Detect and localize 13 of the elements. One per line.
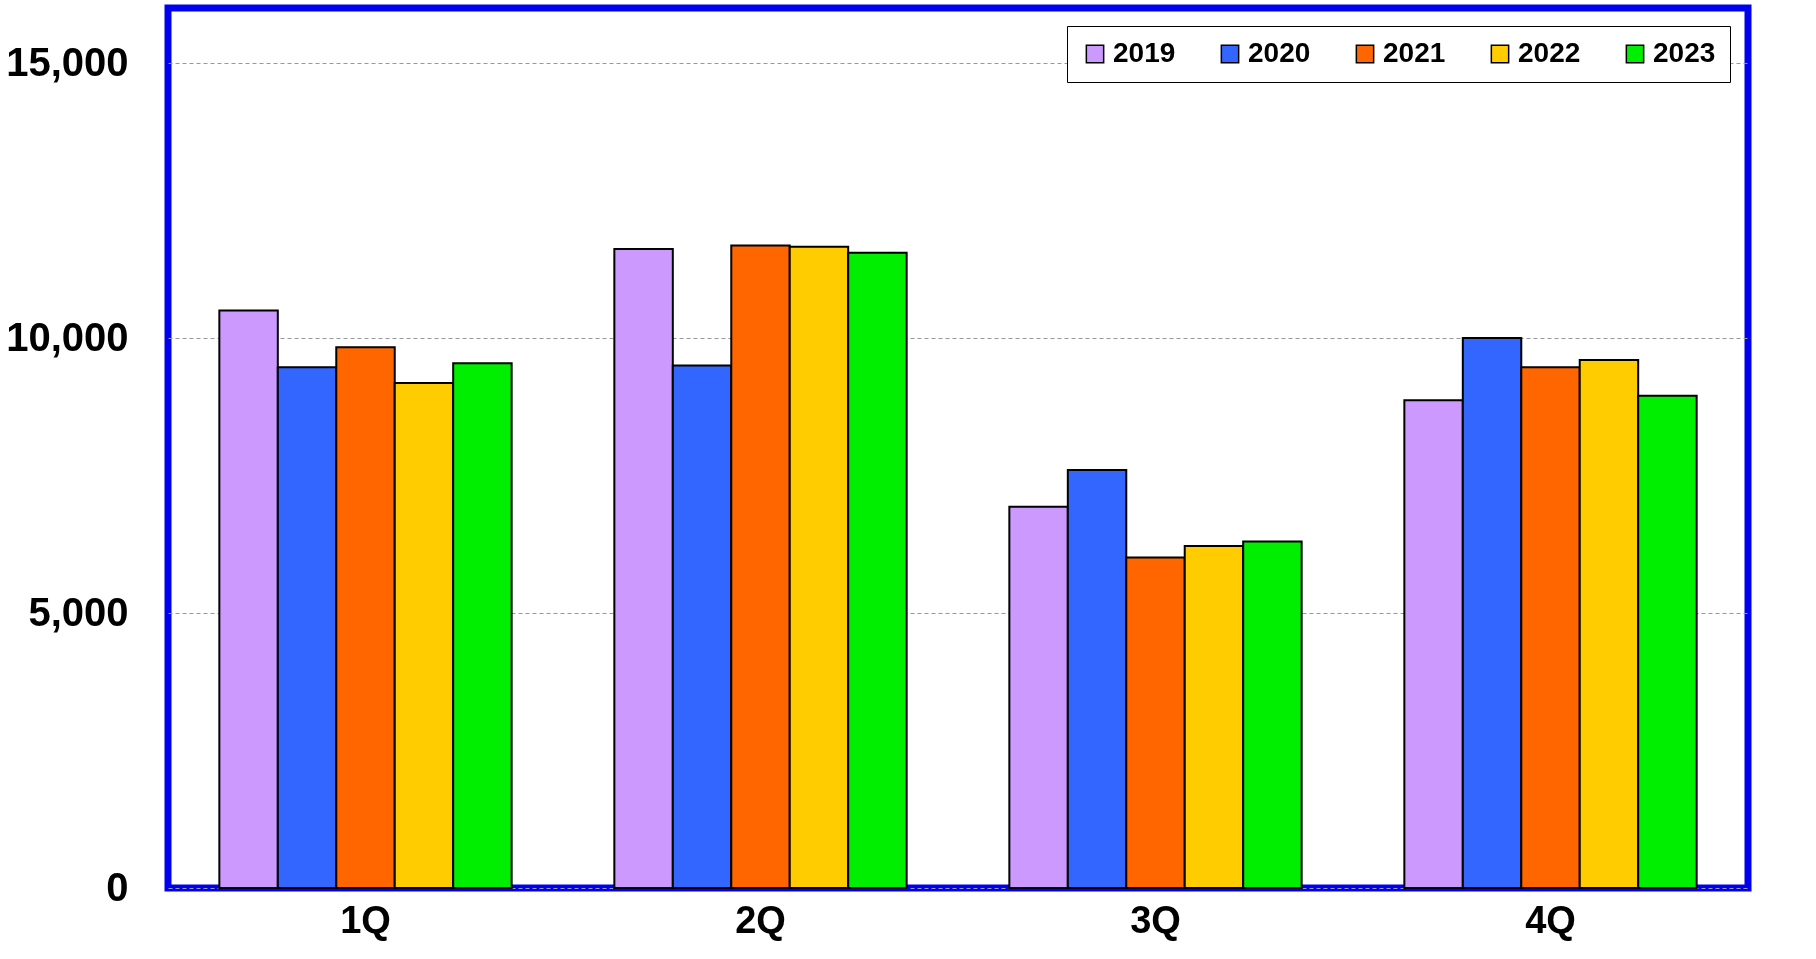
legend-label: 2020: [1248, 37, 1311, 68]
y-tick-label: 5,000: [28, 589, 129, 634]
x-tick-label: 1Q: [340, 898, 391, 941]
legend-label: 2023: [1653, 37, 1716, 68]
legend-label: 2021: [1383, 37, 1446, 68]
y-tick-label: 10,000: [6, 314, 129, 359]
x-tick-label: 3Q: [1130, 898, 1181, 941]
legend-label: 2019: [1113, 37, 1176, 68]
legend-label: 2022: [1518, 37, 1581, 68]
y-tick-label: 15,000: [6, 39, 129, 84]
x-tick-label: 4Q: [1525, 898, 1576, 941]
x-tick-label: 2Q: [735, 898, 786, 941]
y-tick-label: 0: [106, 864, 129, 909]
